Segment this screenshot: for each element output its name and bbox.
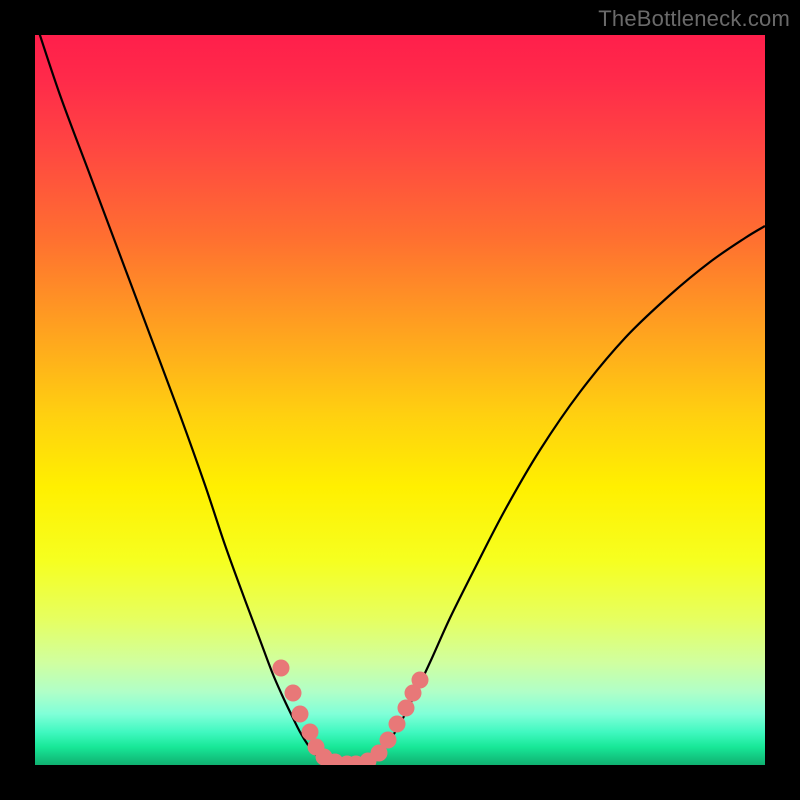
chart-svg — [35, 35, 765, 765]
data-marker — [292, 706, 309, 723]
data-marker — [398, 700, 415, 717]
data-marker — [380, 732, 397, 749]
data-marker — [302, 724, 319, 741]
data-marker — [412, 672, 429, 689]
data-marker — [285, 685, 302, 702]
gradient-background — [35, 35, 765, 765]
chart-plot-area — [35, 35, 765, 765]
data-marker — [389, 716, 406, 733]
watermark-text: TheBottleneck.com — [598, 6, 790, 32]
data-marker — [273, 660, 290, 677]
